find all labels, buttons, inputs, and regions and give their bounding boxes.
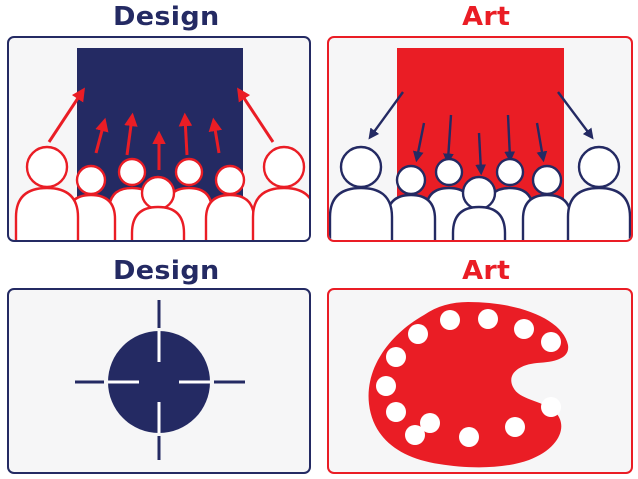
title-design-bottom: Design [112, 256, 220, 286]
audience-people [14, 145, 309, 240]
design-target-panel [7, 288, 311, 474]
title-design-top: Design [112, 2, 220, 32]
paint-palette-icon [368, 302, 569, 468]
art-palette-panel [327, 288, 633, 474]
audience-people [329, 145, 631, 240]
title-art-bottom: Art [462, 256, 511, 286]
crosshair-target-icon [75, 300, 245, 460]
audience-outward-arrows-icon [14, 48, 309, 240]
audience-inward-arrows-icon [329, 48, 631, 240]
design-audience-panel [7, 36, 311, 242]
title-art-top: Art [462, 2, 511, 32]
art-audience-panel [327, 36, 633, 242]
